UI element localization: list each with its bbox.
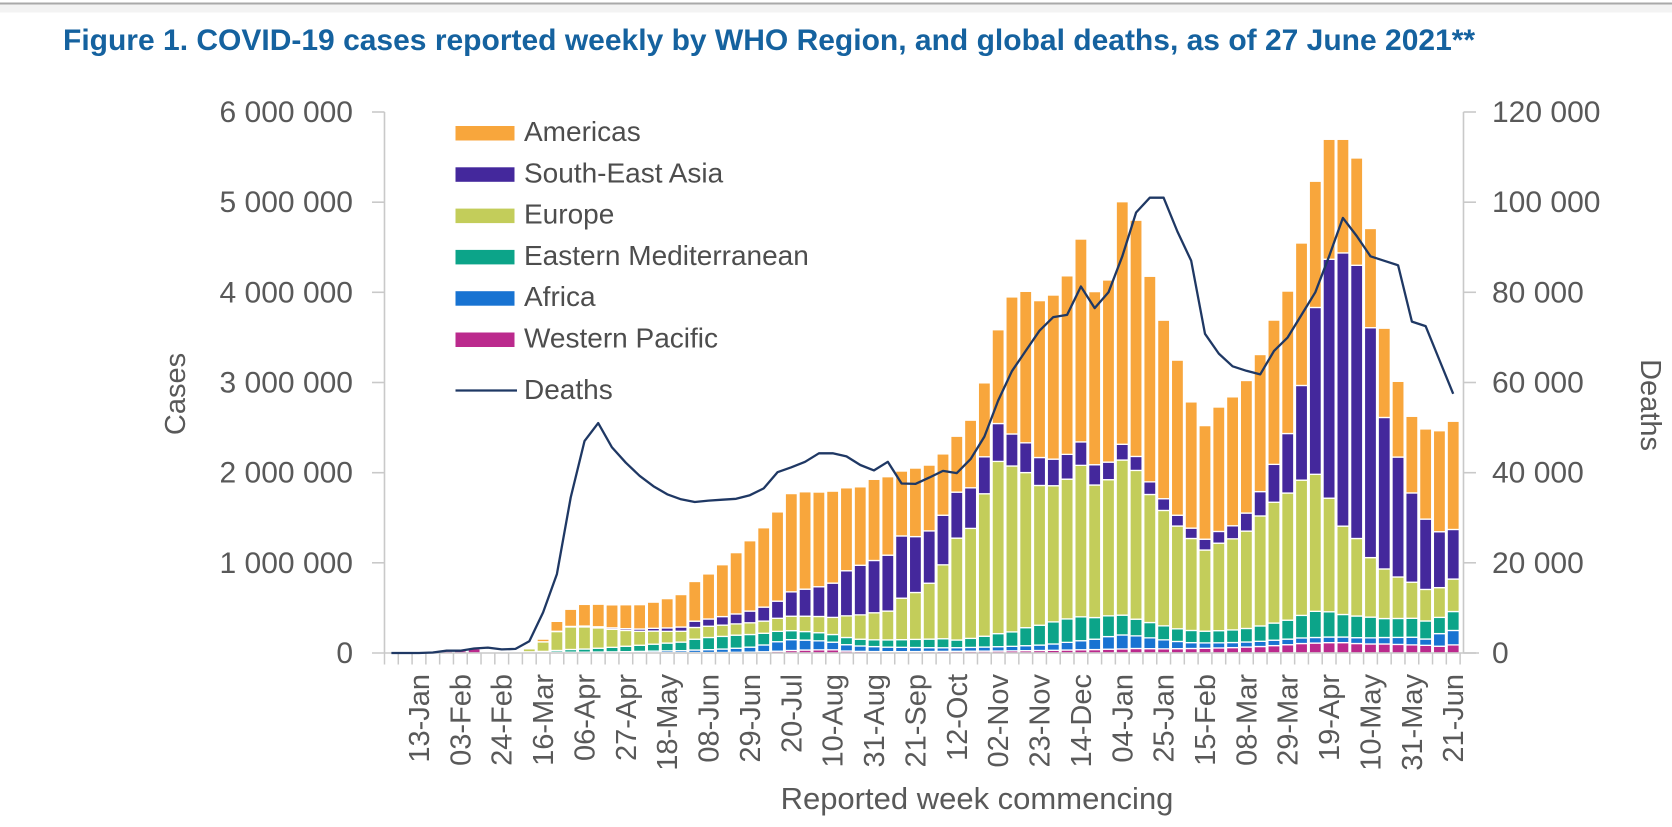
svg-text:10-Aug: 10-Aug: [818, 674, 850, 768]
svg-text:25-Jan: 25-Jan: [1149, 674, 1181, 763]
svg-text:Cases: Cases: [160, 353, 192, 435]
svg-text:14-Dec: 14-Dec: [1066, 674, 1098, 768]
svg-text:0: 0: [1492, 637, 1509, 670]
svg-text:04-Jan: 04-Jan: [1107, 674, 1139, 763]
svg-text:Americas: Americas: [524, 116, 641, 147]
svg-text:03-Feb: 03-Feb: [445, 674, 477, 766]
svg-text:4 000 000: 4 000 000: [220, 276, 353, 309]
svg-text:Western Pacific: Western Pacific: [524, 323, 718, 354]
svg-text:1 000 000: 1 000 000: [220, 547, 353, 580]
svg-text:0: 0: [336, 637, 353, 670]
svg-text:Eastern Mediterranean: Eastern Mediterranean: [524, 240, 809, 271]
svg-text:15-Feb: 15-Feb: [1190, 674, 1222, 766]
svg-text:Figure 1. COVID-19 cases repor: Figure 1. COVID-19 cases reported weekly…: [63, 24, 1475, 57]
svg-text:Deaths: Deaths: [1634, 359, 1666, 451]
svg-text:Reported week commencing: Reported week commencing: [781, 781, 1174, 816]
svg-text:100 000: 100 000: [1492, 186, 1600, 219]
svg-text:31-May: 31-May: [1397, 674, 1429, 771]
svg-text:19-Apr: 19-Apr: [1314, 674, 1346, 761]
svg-text:31-Aug: 31-Aug: [859, 674, 891, 768]
svg-text:20-Jul: 20-Jul: [776, 674, 808, 753]
svg-text:20 000: 20 000: [1492, 547, 1584, 580]
svg-text:Africa: Africa: [524, 281, 596, 312]
svg-text:120 000: 120 000: [1492, 96, 1600, 129]
svg-text:40 000: 40 000: [1492, 457, 1584, 490]
svg-text:13-Jan: 13-Jan: [404, 674, 436, 763]
svg-text:02-Nov: 02-Nov: [983, 674, 1015, 768]
svg-text:80 000: 80 000: [1492, 276, 1584, 309]
svg-text:08-Mar: 08-Mar: [1231, 674, 1263, 766]
svg-text:South-East Asia: South-East Asia: [524, 157, 724, 188]
svg-text:3 000 000: 3 000 000: [220, 367, 353, 400]
svg-text:12-Oct: 12-Oct: [942, 674, 974, 761]
svg-text:27-Apr: 27-Apr: [611, 674, 643, 761]
svg-text:60 000: 60 000: [1492, 367, 1584, 400]
svg-text:08-Jun: 08-Jun: [694, 674, 726, 763]
svg-text:06-Apr: 06-Apr: [570, 674, 602, 761]
svg-text:Deaths: Deaths: [524, 374, 613, 405]
svg-text:Europe: Europe: [524, 199, 614, 230]
svg-text:10-May: 10-May: [1356, 674, 1388, 771]
svg-text:23-Nov: 23-Nov: [1025, 674, 1057, 768]
svg-text:2 000 000: 2 000 000: [220, 457, 353, 490]
svg-text:6 000 000: 6 000 000: [220, 96, 353, 129]
svg-text:21-Sep: 21-Sep: [900, 674, 932, 768]
svg-text:29-Jun: 29-Jun: [735, 674, 767, 763]
svg-text:21-Jun: 21-Jun: [1438, 674, 1470, 763]
svg-text:16-Mar: 16-Mar: [528, 674, 560, 766]
svg-text:18-May: 18-May: [652, 674, 684, 771]
svg-text:5 000 000: 5 000 000: [220, 186, 353, 219]
svg-text:24-Feb: 24-Feb: [487, 674, 519, 766]
svg-text:29-Mar: 29-Mar: [1273, 674, 1305, 766]
